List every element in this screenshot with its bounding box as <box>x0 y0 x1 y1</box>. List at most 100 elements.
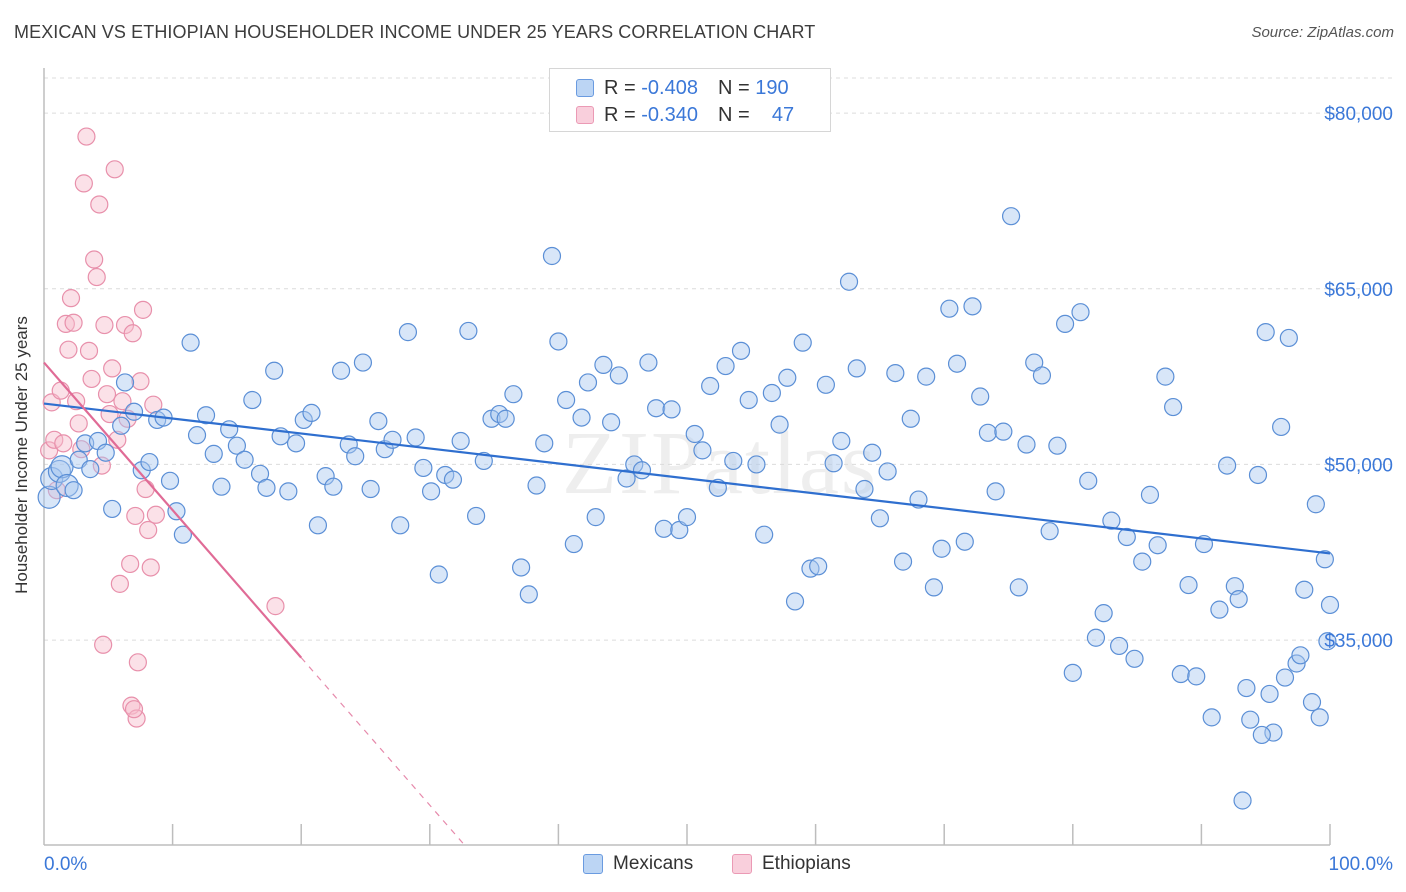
trend-lines <box>43 361 1331 846</box>
mexicans-point <box>196 406 216 425</box>
mexicans-point <box>693 441 712 460</box>
mexicans-point <box>353 353 373 372</box>
mexicans-point <box>755 525 774 544</box>
ethiopians-point <box>124 700 144 719</box>
mexicans-point <box>474 451 493 471</box>
mexicans-point <box>391 516 410 535</box>
mexicans-point <box>361 479 380 499</box>
mexicans-point <box>932 539 951 558</box>
mexicans-point <box>1315 550 1334 569</box>
ethiopians-point <box>108 430 127 449</box>
mexicans-point <box>564 534 583 554</box>
mexicans-point <box>924 578 944 597</box>
mexicans-point <box>1256 323 1275 342</box>
mexicans-point <box>1001 207 1021 226</box>
mexicans-point <box>414 458 433 478</box>
mexicans-point <box>1109 636 1129 656</box>
ethiopians-point <box>123 324 142 343</box>
mexicans-point <box>103 499 122 519</box>
mexicans-point <box>1302 693 1322 712</box>
ethiopians-trend-extension <box>300 657 465 846</box>
n-label: N = <box>717 103 750 126</box>
mexicans-point <box>1264 723 1283 742</box>
mexicans-point <box>212 477 231 496</box>
mexicans-legend-swatch <box>583 854 603 874</box>
mexicans-point <box>286 434 306 453</box>
ethiopians-point <box>79 341 99 360</box>
x-tick-label: 0.0% <box>44 854 87 875</box>
mexicans-point <box>1229 589 1248 609</box>
mexicans-point <box>331 361 351 380</box>
ethiopians-legend-label: Ethiopians <box>762 853 851 874</box>
mexicans-point <box>235 450 254 469</box>
mexicans-point <box>994 422 1013 441</box>
mexicans-point <box>1040 522 1059 541</box>
mexicans-point <box>64 481 83 500</box>
ethiopians-point <box>139 520 158 540</box>
mexicans-point <box>496 409 515 428</box>
mexicans-point <box>1048 436 1067 455</box>
mexicans-legend-label: Mexicans <box>613 853 694 874</box>
mexicans-point <box>1086 628 1106 647</box>
ethiopians-point <box>69 414 88 433</box>
mexicans-point <box>1117 527 1136 547</box>
ethiopians-point <box>82 369 101 389</box>
bottom-legend-mexicans: Mexicans <box>583 852 693 876</box>
mexicans-point <box>1148 536 1167 555</box>
mexicans-point <box>429 565 448 584</box>
mexicans-point <box>1210 600 1229 619</box>
mexicans-point <box>167 502 186 521</box>
mexicans-point <box>557 390 576 410</box>
mexicans-swatch <box>576 79 594 97</box>
ethiopians-point <box>103 359 122 378</box>
ethiopians-point <box>59 340 78 359</box>
mexicans-point <box>375 440 394 459</box>
mexicans-point <box>971 387 990 406</box>
ethiopians-trend-line <box>43 361 303 659</box>
ethiopians-point <box>74 174 93 193</box>
ethiopians-point <box>85 250 104 269</box>
mexicans-point <box>406 428 425 447</box>
mexicans-point <box>978 423 998 442</box>
mexicans-point <box>1295 580 1314 599</box>
mexicans-point <box>855 479 874 499</box>
mexicans-point <box>647 399 666 418</box>
mexicans-point <box>793 333 812 352</box>
mexicans-point <box>1310 708 1329 727</box>
ethiopians-n-value: 47 <box>771 103 795 126</box>
mexicans-point <box>459 321 478 341</box>
ethiopians-point <box>105 160 124 179</box>
mexicans-point <box>809 557 828 576</box>
mexicans-point <box>602 413 621 432</box>
mexicans-point <box>617 469 636 488</box>
ethiopians-point <box>131 372 150 391</box>
mexicans-point <box>37 485 61 509</box>
mexicans-point <box>870 509 890 528</box>
mexicans-point <box>1164 397 1183 417</box>
mexicans-point <box>778 368 797 387</box>
mexicans-point <box>324 477 343 496</box>
mexicans-point <box>731 341 751 360</box>
ethiopians-point <box>136 479 155 499</box>
mexicans-point <box>308 516 328 535</box>
mexicans-point <box>173 525 192 544</box>
mexicans-point <box>1179 575 1198 595</box>
gridlines <box>44 77 1392 641</box>
mexicans-point <box>1017 435 1036 454</box>
mexicans-point <box>112 416 131 435</box>
y-tick-label: $80,000 <box>1324 104 1393 125</box>
mexicans-point <box>1133 552 1152 571</box>
mexicans-point <box>466 506 486 526</box>
ethiopians-point <box>121 554 140 574</box>
ethiopians-point <box>95 315 114 335</box>
mexicans-point <box>986 482 1005 501</box>
mexicans-point <box>917 367 936 386</box>
mexicans-point <box>1252 725 1271 745</box>
mexicans-point <box>1279 328 1298 348</box>
chart-title: MEXICAN VS ETHIOPIAN HOUSEHOLDER INCOME … <box>14 22 816 42</box>
mexicans-point <box>1055 314 1075 334</box>
mexicans-point <box>535 434 554 453</box>
ethiopians-point <box>45 430 64 449</box>
mexicans-point <box>685 424 704 444</box>
